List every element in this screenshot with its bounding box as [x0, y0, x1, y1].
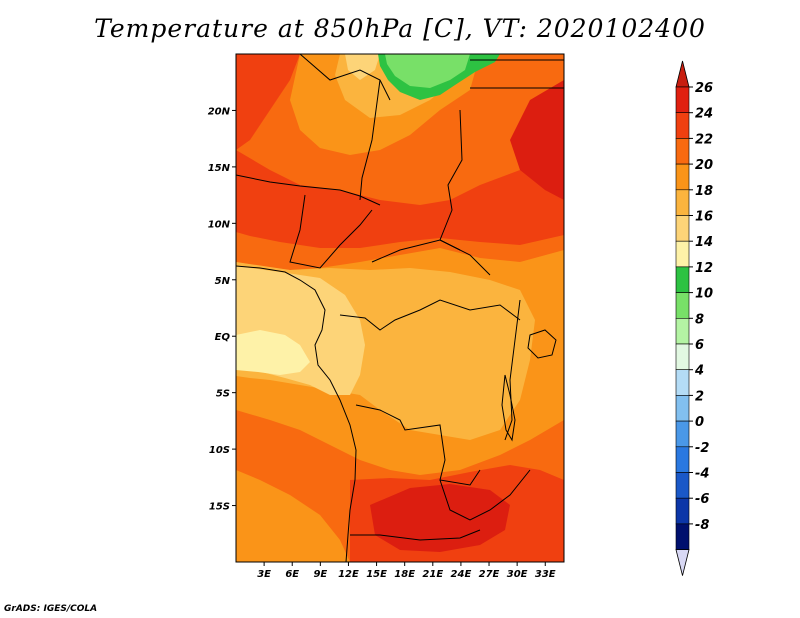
border-algeria-niger — [299, 53, 391, 101]
colorbar-swatch — [675, 497, 690, 525]
colorbar-swatch — [675, 395, 690, 422]
colorbar-swatch — [675, 292, 690, 319]
border-nigeria — [289, 194, 373, 269]
lat-tick-label: 5S — [216, 389, 230, 400]
border-sahel — [235, 174, 381, 206]
band-cool-north — [345, 54, 380, 80]
lat-tick-label: 20N — [208, 106, 231, 117]
lon-tick-label: 27E — [479, 569, 500, 580]
lon-axis: 3E 6E 9E 12E 15E 18E 21E 24E 27E 30E 33E — [257, 562, 556, 580]
border-congo — [339, 299, 521, 331]
band-coast-cool — [236, 330, 310, 375]
colorbar-label: 16 — [695, 210, 713, 225]
lon-tick-label: 30E — [507, 569, 528, 580]
colorbar-label: -8 — [695, 518, 709, 533]
colorbar-label: 24 — [695, 107, 713, 122]
colorbar-label: 10 — [695, 287, 713, 302]
colorbar-label: 8 — [695, 312, 704, 327]
map-frame — [235, 53, 565, 563]
lon-tick-label: 24E — [451, 569, 472, 580]
lon-tick-label: 15E — [366, 569, 387, 580]
colorbar-label: 20 — [695, 158, 713, 173]
lat-tick-label: 10S — [209, 445, 230, 456]
lon-tick-label: 12E — [338, 569, 359, 580]
temperature-field — [236, 54, 564, 562]
lake-victoria — [527, 329, 557, 359]
colorbar-swatch — [675, 138, 690, 165]
colorbar-swatch — [675, 86, 690, 114]
band-sw-warm — [236, 470, 350, 562]
colorbar-label: 22 — [695, 132, 713, 147]
border-niger-chad — [359, 79, 381, 201]
colorbar-swatch — [675, 112, 690, 139]
colorbar-swatch — [675, 420, 690, 448]
colorbar-swatch — [675, 446, 690, 473]
border-drc-east — [504, 299, 521, 441]
lon-tick-label: 6E — [285, 569, 299, 580]
coastline — [235, 265, 357, 563]
colorbar-swatch — [675, 369, 690, 396]
lon-tick-label: 18E — [394, 569, 415, 580]
colorbar-top-arrow — [675, 60, 690, 88]
lat-axis: 20N 15N 10N 5N EQ 5S 10S 15S — [208, 106, 236, 513]
border-zambia — [439, 469, 531, 521]
lat-tick-label: EQ — [215, 332, 231, 343]
colorbar-label: 14 — [695, 235, 713, 250]
colorbar-swatch — [675, 472, 690, 499]
lon-tick-label: 9E — [313, 569, 327, 580]
colorbar-label: 26 — [695, 81, 713, 96]
border-angola — [355, 404, 481, 486]
lat-tick-label: 10N — [208, 219, 231, 230]
lat-tick-label: 15N — [208, 163, 231, 174]
colorbar-swatch — [675, 523, 690, 550]
border-east — [470, 59, 564, 89]
colorbar-label: -6 — [695, 492, 709, 507]
map-title: Temperature at 850hPa [C], VT: 202010240… — [94, 14, 706, 43]
border-car — [371, 239, 491, 276]
band-nw-hot — [236, 54, 300, 150]
colorbar-label: -4 — [695, 467, 709, 482]
band-east-hot — [510, 80, 564, 200]
colorbar-label: -2 — [695, 441, 709, 456]
colorbar-label: 18 — [695, 184, 713, 199]
colorbar-swatch — [675, 266, 690, 293]
lon-tick-label: 3E — [257, 569, 271, 580]
colorbar-swatch — [675, 163, 690, 191]
lon-tick-label: 21E — [422, 569, 443, 580]
colorbar-label: 12 — [695, 261, 713, 276]
lon-tick-label: 33E — [535, 569, 556, 580]
colorbar-label: 4 — [694, 364, 704, 379]
colorbar-label: 6 — [695, 338, 704, 353]
band-kalahari-hot — [370, 484, 510, 552]
colorbar-swatch — [675, 343, 690, 371]
colorbar-label: 0 — [695, 415, 704, 430]
band-sahel-hot — [236, 150, 564, 248]
grads-credit: GrADS: IGES/COLA — [4, 604, 98, 614]
colorbar-swatch — [675, 189, 690, 216]
colorbar-swatch — [675, 240, 690, 268]
lat-tick-label: 15S — [209, 502, 230, 513]
country-borders — [235, 53, 564, 563]
colorbar-bottom-arrow — [675, 549, 690, 576]
band-green-10 — [385, 54, 470, 88]
border-namibia — [350, 529, 481, 541]
colorbar-swatch — [675, 215, 690, 242]
lake-tanganyika — [501, 374, 516, 442]
colorbar-swatch — [675, 317, 690, 345]
colorbar-label: 2 — [695, 389, 704, 404]
lat-tick-label: 5N — [215, 276, 231, 287]
